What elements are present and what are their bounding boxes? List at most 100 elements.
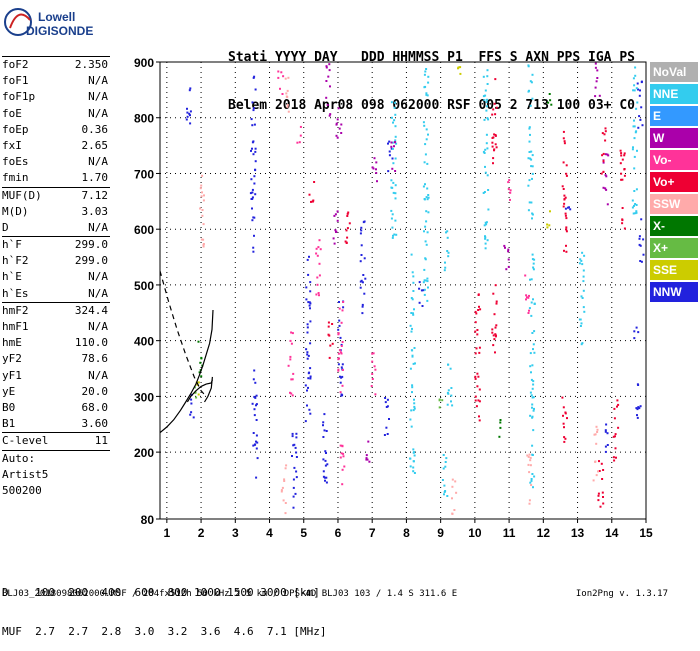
echo-point bbox=[549, 210, 551, 213]
echo-point bbox=[392, 162, 395, 165]
echo-point bbox=[307, 377, 310, 380]
echo-point bbox=[186, 107, 188, 110]
echo-point bbox=[547, 101, 550, 104]
legend-item-nnw: NNW bbox=[650, 282, 698, 302]
echo-point bbox=[640, 260, 643, 263]
echo-point bbox=[412, 460, 415, 463]
echo-point bbox=[318, 262, 321, 265]
echo-point bbox=[581, 342, 584, 345]
param-name: D bbox=[2, 220, 9, 234]
echo-point bbox=[604, 139, 607, 142]
echo-point bbox=[255, 434, 258, 437]
echo-point bbox=[388, 150, 391, 153]
echo-point bbox=[446, 250, 449, 252]
echo-point bbox=[315, 293, 318, 296]
echo-point bbox=[583, 310, 586, 313]
echo-point bbox=[394, 125, 397, 128]
echo-point bbox=[388, 140, 391, 143]
param-value: 68.0 bbox=[81, 400, 109, 414]
echo-point bbox=[596, 428, 599, 431]
echo-point bbox=[524, 274, 527, 277]
param-row-fof1: foF1 N/A bbox=[2, 73, 110, 89]
echo-point bbox=[459, 66, 462, 69]
echo-point bbox=[638, 235, 641, 238]
echo-point bbox=[530, 150, 533, 153]
param-divider bbox=[2, 301, 110, 303]
echo-point bbox=[254, 150, 257, 153]
echo-point bbox=[531, 444, 534, 447]
echo-point bbox=[360, 254, 363, 256]
echo-point bbox=[363, 292, 366, 295]
echo-point bbox=[339, 381, 342, 384]
param-row-foes: foEs N/A bbox=[2, 154, 110, 170]
echo-point bbox=[635, 326, 638, 329]
echo-point bbox=[605, 175, 608, 178]
echo-point bbox=[483, 99, 486, 102]
echo-point bbox=[444, 465, 447, 468]
echo-point bbox=[390, 101, 393, 104]
echo-point bbox=[494, 335, 497, 338]
echo-point bbox=[185, 118, 188, 121]
echo-point bbox=[640, 218, 643, 221]
echo-point bbox=[253, 414, 256, 417]
echo-point bbox=[580, 295, 583, 298]
echo-point bbox=[386, 433, 389, 435]
echo-point bbox=[201, 209, 204, 211]
echo-point bbox=[309, 320, 312, 323]
echo-point bbox=[422, 185, 425, 188]
y-tick-label: 900 bbox=[134, 56, 154, 70]
echo-point bbox=[474, 310, 477, 313]
echo-point bbox=[315, 252, 318, 255]
param-value: 3.03 bbox=[81, 204, 109, 218]
echo-point bbox=[632, 125, 635, 128]
echo-point bbox=[310, 200, 312, 203]
echo-point bbox=[639, 260, 642, 262]
echo-point bbox=[359, 286, 362, 289]
echo-point bbox=[307, 273, 310, 276]
echo-point bbox=[290, 342, 293, 345]
echo-point bbox=[640, 81, 643, 84]
echo-point bbox=[532, 298, 534, 301]
echo-point bbox=[189, 110, 192, 113]
y-tick-label: 600 bbox=[134, 223, 154, 237]
echo-point bbox=[482, 95, 485, 98]
echo-point bbox=[613, 459, 616, 462]
echo-point bbox=[251, 196, 254, 199]
echo-point bbox=[322, 458, 325, 461]
echo-point bbox=[251, 402, 254, 405]
echo-point bbox=[253, 443, 256, 446]
param-name: hmE bbox=[2, 336, 22, 350]
echo-point bbox=[340, 366, 343, 369]
echo-point bbox=[255, 440, 257, 443]
echo-point bbox=[582, 280, 585, 283]
echo-point bbox=[637, 88, 639, 91]
echo-point bbox=[361, 312, 364, 315]
echo-point bbox=[527, 64, 530, 67]
echo-point bbox=[532, 262, 535, 265]
echo-point bbox=[251, 101, 254, 104]
echo-point bbox=[309, 290, 312, 293]
echo-point bbox=[425, 128, 428, 131]
echo-point bbox=[189, 87, 192, 90]
echo-point bbox=[639, 244, 642, 247]
echo-point bbox=[411, 384, 414, 387]
echo-point bbox=[361, 303, 364, 306]
echo-point bbox=[562, 205, 565, 208]
echo-point bbox=[412, 290, 415, 292]
param-value: 324.4 bbox=[74, 303, 108, 317]
echo-point bbox=[277, 76, 280, 79]
y-tick-label: 80 bbox=[141, 513, 155, 527]
echo-point bbox=[602, 161, 605, 164]
echo-point bbox=[424, 258, 427, 261]
profile-curve bbox=[203, 376, 213, 403]
echo-point bbox=[494, 333, 497, 336]
echo-point bbox=[596, 69, 599, 72]
echo-point bbox=[620, 172, 623, 175]
echo-point bbox=[308, 301, 311, 304]
echo-point bbox=[361, 305, 364, 308]
echo-point bbox=[530, 478, 533, 480]
echo-point bbox=[495, 302, 498, 305]
echo-point bbox=[605, 423, 608, 426]
echo-point bbox=[564, 207, 567, 210]
echo-point bbox=[636, 82, 639, 85]
